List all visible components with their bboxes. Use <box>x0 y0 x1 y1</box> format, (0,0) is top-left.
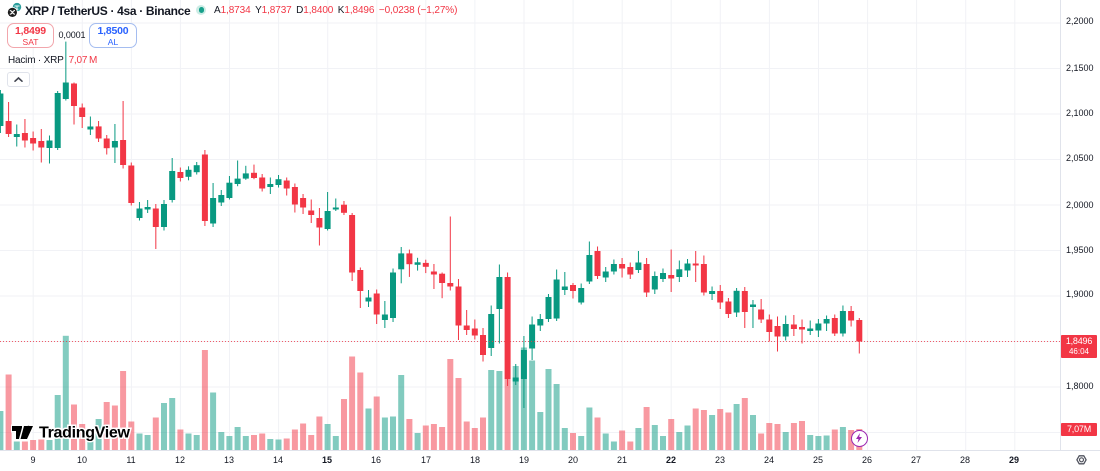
svg-text:TradingView: TradingView <box>39 425 131 442</box>
